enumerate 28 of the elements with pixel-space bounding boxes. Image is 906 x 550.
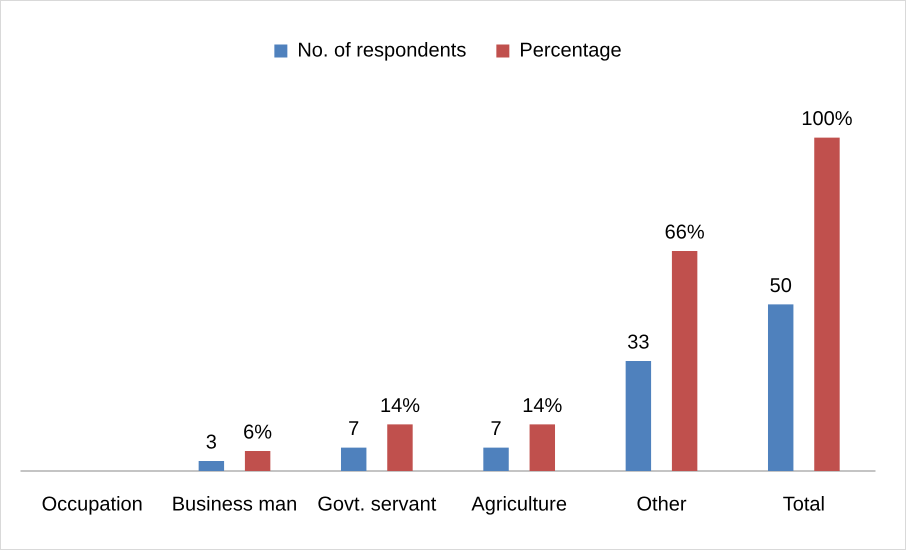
data-label: 7	[348, 418, 360, 440]
x-tick-label: Occupation	[42, 494, 143, 516]
data-label: 7	[490, 418, 502, 440]
x-tick-label: Business man	[172, 494, 298, 516]
data-label: 6%	[243, 422, 272, 444]
bar	[387, 424, 413, 471]
bar	[626, 361, 652, 471]
data-label: 14%	[380, 394, 420, 417]
x-tick-label: Govt. servant	[317, 494, 437, 516]
legend-label: No. of respondents	[297, 40, 466, 62]
bar	[530, 424, 556, 471]
legend-label: Percentage	[519, 40, 622, 62]
bar	[768, 304, 794, 471]
data-label: 100%	[801, 108, 853, 130]
data-label: 50	[770, 274, 792, 297]
x-tick-label: Total	[782, 494, 825, 516]
x-tick-label: Other	[636, 494, 687, 516]
bar	[814, 138, 840, 471]
bar	[340, 448, 366, 471]
data-label: 66%	[664, 222, 705, 244]
bar	[672, 251, 698, 471]
data-label: 3	[206, 432, 217, 454]
bar	[244, 451, 270, 471]
data-label: 33	[627, 332, 650, 354]
x-tick-label: Agriculture	[471, 494, 567, 516]
bar	[483, 448, 509, 471]
data-label: 14%	[522, 394, 563, 417]
bar	[198, 461, 224, 471]
